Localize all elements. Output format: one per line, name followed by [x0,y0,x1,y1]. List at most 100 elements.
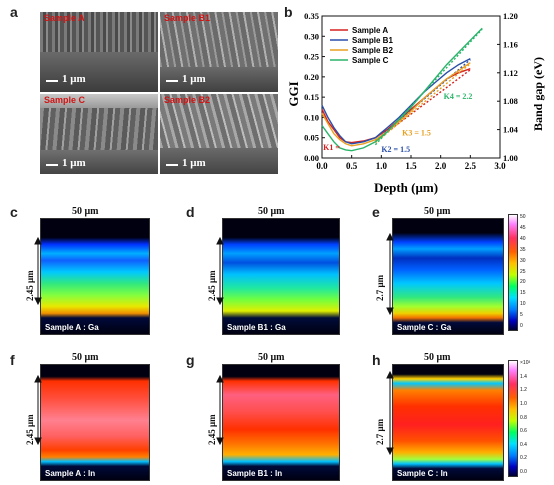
y2-tick-label: 1.00 [503,153,518,163]
sem-image-sample-c: Sample C 1 μm [40,94,158,174]
map-caption: Sample B1 : Ga [227,323,286,332]
sem-title: Sample C [44,95,86,105]
y-tick-label: 0.35 [304,11,319,21]
scale-bar-label: 1 μm [62,157,86,169]
fit-line [374,63,471,144]
colorbar-ga-tick: 30 [520,257,526,264]
x-axis-label: Depth (μm) [374,180,438,195]
x-tick-label: 0.5 [346,161,358,171]
y-axis-label: GGI [286,81,301,106]
colorbar-in-tick: 0.4 [520,441,527,448]
panel-label-b: b [284,4,293,20]
colorbar-ga-tick: 0 [520,323,523,329]
scale-bar [46,80,58,82]
colorbar-in-tick: 1.0 [520,400,527,407]
legend-label: Sample B2 [352,46,393,55]
sem-substrate [40,150,158,174]
slope-annotation: K1 = [323,143,340,152]
legend-label: Sample A [352,26,388,35]
colorbar-ga-tick: 15 [520,290,526,297]
colorbar-ga-tick: 5 [520,312,523,319]
legend-label: Sample C [352,56,389,65]
sem-substrate [160,148,278,174]
sem-grain-texture [40,108,158,150]
colorbar-in-tick: 0.0 [520,469,527,475]
colorbar-ga-tick: 20 [520,279,526,286]
sem-title: Sample B1 [164,13,211,23]
eds-map-sample-c-in: Sample C : In [392,364,504,481]
x-tick-label: 1.5 [405,161,417,171]
map-caption: Sample A : In [45,469,96,478]
sem-grain-texture [40,12,158,52]
panel-label-f: f [10,352,15,368]
colorbar-in-tick: ×10³ [520,360,531,366]
scale-bar [166,164,178,166]
y-tick-label: 0.25 [304,52,319,62]
sem-surface [40,94,158,108]
slope-annotation: K3 = 1.5 [402,129,431,138]
colorbar-ga-tick: 40 [520,235,526,242]
eds-map-sample-a-in: Sample A : In [40,364,150,481]
sem-image-sample-b1: Sample B1 1 μm [160,12,278,92]
eds-map-sample-a-ga: Sample A : Ga [40,218,150,335]
legend-label: Sample B1 [352,36,393,45]
x-tick-label: 0.0 [316,161,328,171]
colorbar-ga-tick: 35 [520,246,526,253]
map-scale-label: 50 μm [72,206,99,217]
panel-label-a: a [10,4,18,20]
colorbar-in-tick: 0.6 [520,428,527,435]
scale-bar-label: 1 μm [182,157,206,169]
chart-ticks: 0.0 0.5 1.0 1.5 2.0 2.5 3.0 0.00 0.05 0.10 0.15 0.2… [304,11,519,171]
slope-annotation: K4 = 2.2 [444,92,473,101]
y2-tick-label: 1.12 [503,68,518,78]
x-tick-label: 1.0 [376,161,388,171]
slope-annotation: K2 = 1.5 [381,145,410,154]
colorbar-ga-tick: 25 [520,268,526,275]
y-tick-label: 0.05 [304,133,319,143]
y-tick-label: 0.30 [304,31,319,41]
colorbar-ga-tick: 45 [520,224,526,231]
map-scale-label: 50 μm [424,206,451,217]
sem-title: Sample A [44,13,85,23]
sem-image-sample-a: Sample A 1 μm [40,12,158,92]
sem-substrate [40,52,158,92]
x-tick-label: 2.0 [435,161,447,171]
colorbar-in-tick: 1.2 [520,387,527,394]
sem-grain-texture [160,12,278,67]
panel-label-d: d [186,204,195,220]
map-caption: Sample C : Ga [397,323,452,332]
y-tick-label: 0.20 [304,72,319,82]
sem-image-sample-b2: Sample B2 1 μm [160,94,278,174]
ggi-depth-chart: 0.0 0.5 1.0 1.5 2.0 2.5 3.0 0.00 0.05 0.10 0.15 0.2… [286,11,545,195]
colorbar-ga [508,214,518,331]
series-line-sample-b2 [321,62,471,147]
scale-bar-label: 1 μm [62,73,86,85]
y-tick-label: 0.10 [304,112,319,122]
scale-bar [46,164,58,166]
y2-tick-label: 1.16 [503,39,518,49]
x-tick-label: 2.5 [465,161,477,171]
sem-substrate [160,67,278,92]
chart-series [321,27,483,152]
panel-label-e: e [372,204,380,220]
map-scale-label: 50 μm [258,352,285,363]
colorbar-in-tick: 0.8 [520,414,527,421]
map-caption: Sample B1 : In [227,469,283,478]
y2-tick-label: 1.20 [503,11,518,21]
chart-annotations: K1 = K2 = 1.5 K3 = 1.5 K4 = 2.2 [323,92,472,154]
colorbar-in-tick: 0.2 [520,455,527,462]
y-tick-label: 0.15 [304,92,319,102]
series-line-sample-b1 [321,57,471,145]
x-tick-label: 3.0 [494,161,506,171]
y2-axis-label: Band gap (eV) [531,57,545,131]
sem-grain-texture [160,94,278,148]
map-scale-label: 50 μm [258,206,285,217]
panel-label-c: c [10,204,18,220]
panel-label-h: h [372,352,381,368]
scale-bar-label: 1 μm [182,73,206,85]
y2-tick-label: 1.04 [503,125,519,135]
map-scale-label: 50 μm [72,352,99,363]
eds-map-sample-b1-in: Sample B1 : In [222,364,340,481]
map-scale-label: 50 μm [424,352,451,363]
